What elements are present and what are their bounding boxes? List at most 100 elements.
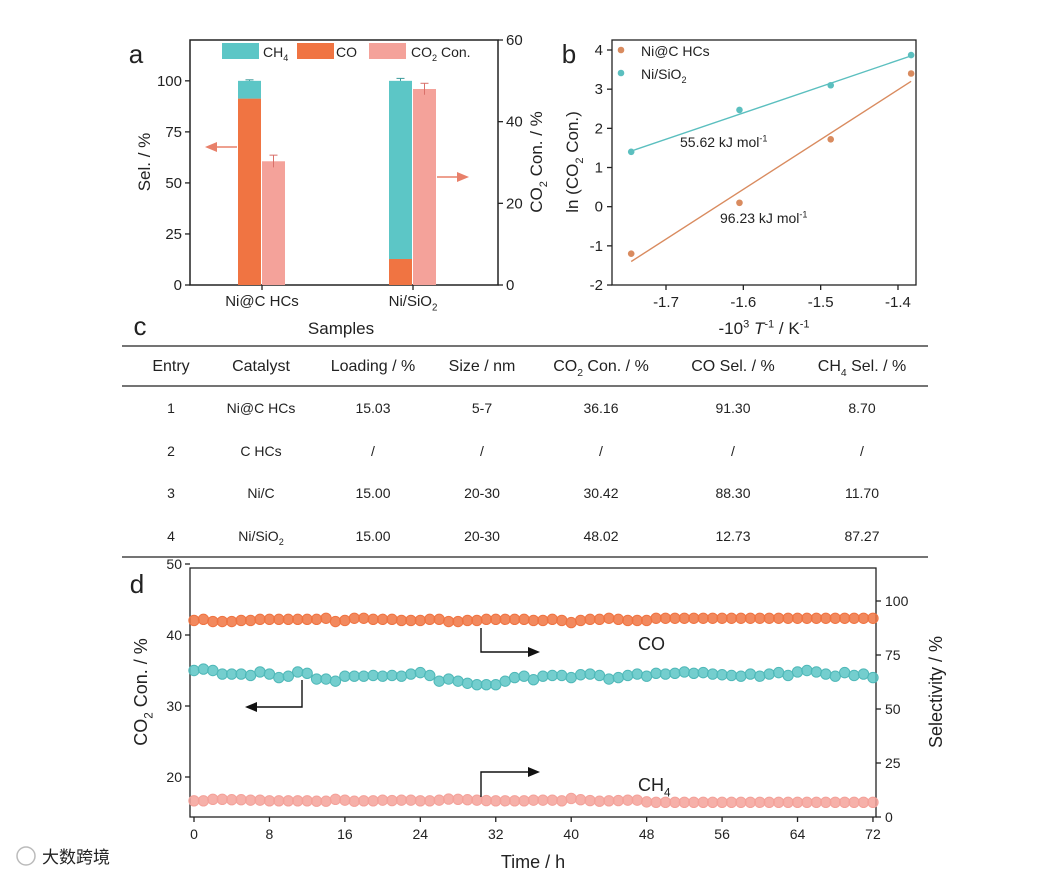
label-segment: 15.00 [355, 528, 390, 544]
legend-marker [617, 46, 625, 54]
data-point [640, 614, 653, 627]
data-point [197, 795, 210, 807]
data-point [518, 795, 530, 807]
data-point [518, 670, 530, 682]
data-point [424, 613, 436, 626]
legend-swatch [222, 43, 259, 59]
label-segment: 2 [167, 443, 175, 459]
data-point [244, 614, 257, 627]
data-point [669, 667, 681, 680]
data-point [367, 795, 379, 807]
data-point [593, 669, 606, 682]
table-cell: 20-30 [464, 528, 500, 544]
data-point [254, 666, 266, 678]
data-point [263, 668, 276, 680]
data-point [537, 614, 549, 627]
panel-label-b: b [562, 39, 576, 69]
data-point [348, 795, 361, 807]
data-point [907, 70, 915, 77]
data-point [329, 793, 342, 805]
data-point [556, 669, 568, 682]
data-point [480, 613, 493, 626]
data-point [838, 612, 851, 624]
y2-tick-label: 75 [885, 647, 901, 663]
data-point [471, 679, 483, 691]
data-point [678, 796, 691, 809]
data-point [282, 613, 294, 626]
y-tick-label: 2 [595, 120, 603, 137]
data-point [207, 793, 219, 805]
data-point [801, 612, 813, 624]
x-tick-label: 8 [266, 826, 274, 842]
data-point [320, 795, 332, 807]
label-segment: 2 [432, 53, 437, 63]
label-segment: 20-30 [464, 485, 500, 501]
label-segment: Sel. / % [847, 358, 907, 375]
label-segment: 2 [279, 537, 284, 547]
data-point [650, 796, 662, 809]
label-segment: 55.62 kJ mol [680, 134, 759, 150]
data-point [207, 615, 219, 628]
data-point [235, 614, 247, 627]
label-segment: CO Sel. / % [691, 358, 775, 375]
y2-tick-label: 60 [506, 32, 523, 49]
label-segment: CO [553, 358, 577, 375]
data-point [659, 612, 672, 624]
data-point [763, 612, 775, 624]
data-point [339, 794, 351, 806]
data-point [754, 612, 766, 624]
legend-label: Ni@C HCs [641, 43, 710, 59]
table-cell: 15.00 [355, 528, 390, 544]
x-tick-label: -1.7 [653, 294, 679, 311]
data-point [386, 613, 398, 626]
legend-label: CO [336, 44, 357, 60]
data-point [565, 671, 577, 684]
data-point [461, 677, 474, 689]
data-point [414, 666, 427, 679]
data-point [593, 613, 606, 626]
y-tick-label: 50 [166, 556, 182, 572]
data-point [697, 612, 709, 624]
data-point [603, 612, 615, 624]
y-tick-label: 40 [166, 627, 182, 643]
legend-marker [617, 69, 625, 77]
data-point [565, 616, 577, 629]
data-point [376, 670, 389, 682]
data-point [310, 795, 323, 807]
legend-swatch [297, 43, 334, 59]
y2-axis-label: Selectivity / % [926, 636, 946, 748]
data-point [603, 673, 615, 685]
label-segment: 88.30 [715, 485, 750, 501]
data-point [226, 615, 238, 628]
label-segment: 87.27 [844, 528, 879, 544]
table-cell: 15.00 [355, 485, 390, 501]
data-point [235, 668, 247, 680]
x-tick-label: 64 [790, 826, 806, 842]
data-point [546, 669, 559, 682]
label-segment: Con.) [563, 111, 582, 157]
data-point [791, 796, 804, 809]
y2-tick-label: 0 [506, 277, 514, 294]
y2-tick-label: 40 [506, 114, 523, 131]
fit-line [630, 80, 912, 263]
data-point [603, 795, 615, 807]
data-point [688, 612, 700, 624]
label-segment: 48.02 [583, 528, 618, 544]
data-point [348, 612, 361, 624]
data-point [829, 670, 841, 682]
table-cell: 3 [167, 485, 175, 501]
x-category-label: Ni/SiO2 [389, 293, 438, 314]
y2-tick-label: 0 [885, 809, 893, 825]
label-segment: T [754, 319, 766, 338]
ch4-series-label: CH4 [638, 775, 671, 799]
table-cell: 91.30 [715, 400, 750, 416]
table-cell: / [371, 443, 375, 459]
data-point [838, 796, 851, 809]
data-point [433, 613, 445, 626]
data-point [414, 614, 427, 627]
data-point [678, 612, 691, 624]
data-point [716, 669, 728, 681]
data-point [226, 794, 238, 806]
data-point [197, 613, 210, 626]
data-point [301, 667, 313, 680]
